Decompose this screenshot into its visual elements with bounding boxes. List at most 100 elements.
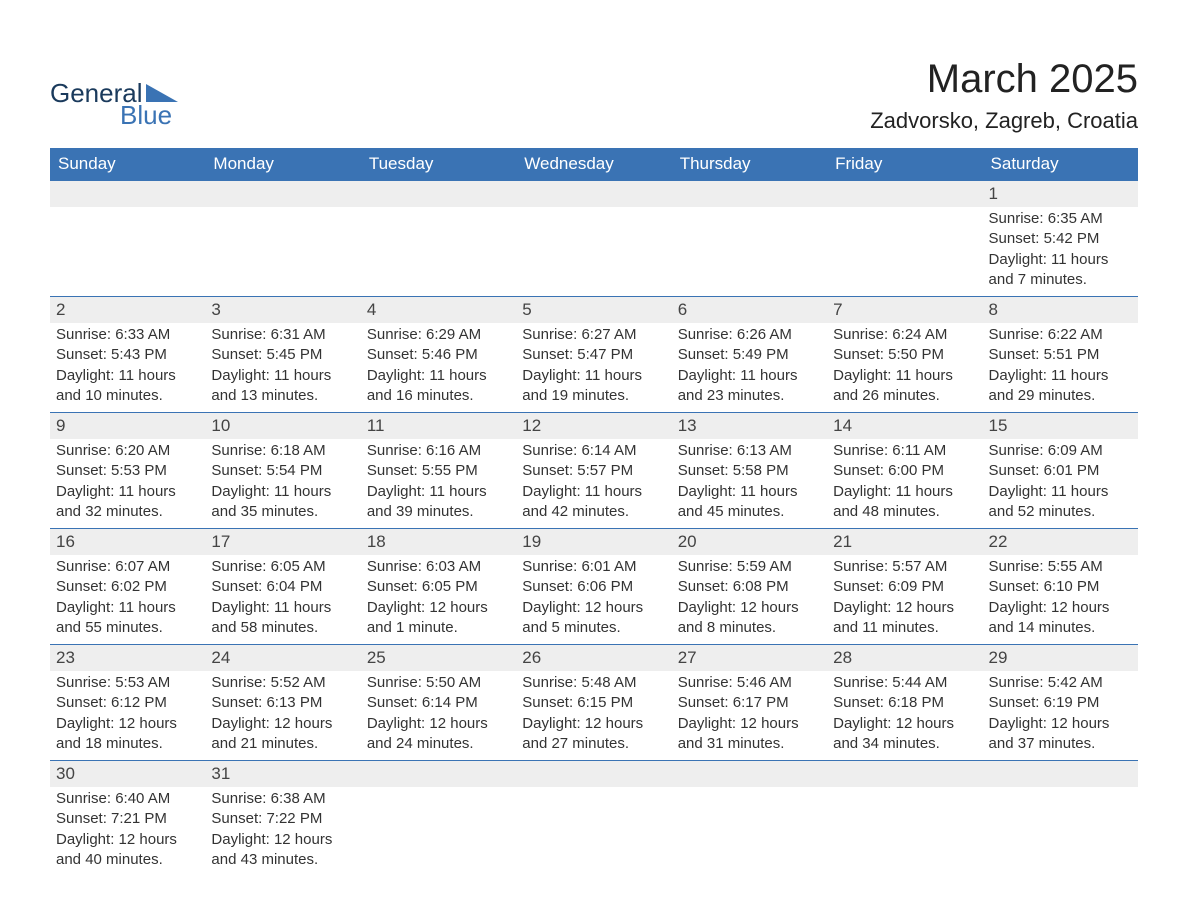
calendar-table: SundayMondayTuesdayWednesdayThursdayFrid… <box>50 148 1138 876</box>
sunset-text: Sunset: 6:09 PM <box>833 577 976 597</box>
page-header: General Blue March 2025 Zadvorsko, Zagre… <box>50 50 1138 134</box>
daylight-text: Daylight: 11 hours and 55 minutes. <box>56 598 199 639</box>
sunrise-text: Sunrise: 5:55 AM <box>989 557 1132 577</box>
weekday-friday: Friday <box>827 148 982 181</box>
empty-daynum <box>361 181 516 208</box>
sunset-text: Sunset: 6:00 PM <box>833 461 976 481</box>
weekday-saturday: Saturday <box>983 148 1138 181</box>
daynum-row: 3031 <box>50 761 1138 788</box>
day-number: 2 <box>50 297 205 324</box>
daylight-text: Daylight: 11 hours and 26 minutes. <box>833 366 976 407</box>
sunrise-text: Sunrise: 6:14 AM <box>522 441 665 461</box>
brand-logo: General Blue <box>50 80 200 134</box>
sunset-text: Sunset: 6:14 PM <box>367 693 510 713</box>
sunset-text: Sunset: 5:55 PM <box>367 461 510 481</box>
weekday-wednesday: Wednesday <box>516 148 671 181</box>
sunrise-text: Sunrise: 6:35 AM <box>989 209 1132 229</box>
sunset-text: Sunset: 6:15 PM <box>522 693 665 713</box>
empty-daynum <box>827 761 982 788</box>
daylight-text: Daylight: 11 hours and 52 minutes. <box>989 482 1132 523</box>
day-detail: Sunrise: 5:53 AMSunset: 6:12 PMDaylight:… <box>50 671 205 761</box>
day-detail: Sunrise: 5:46 AMSunset: 6:17 PMDaylight:… <box>672 671 827 761</box>
daylight-text: Daylight: 12 hours and 21 minutes. <box>211 714 354 755</box>
day-detail: Sunrise: 6:03 AMSunset: 6:05 PMDaylight:… <box>361 555 516 645</box>
sunset-text: Sunset: 5:42 PM <box>989 229 1132 249</box>
sunrise-text: Sunrise: 6:27 AM <box>522 325 665 345</box>
sunset-text: Sunset: 6:10 PM <box>989 577 1132 597</box>
sunrise-text: Sunrise: 6:40 AM <box>56 789 199 809</box>
day-number: 26 <box>516 645 671 672</box>
day-detail: Sunrise: 5:59 AMSunset: 6:08 PMDaylight:… <box>672 555 827 645</box>
day-detail: Sunrise: 5:50 AMSunset: 6:14 PMDaylight:… <box>361 671 516 761</box>
sunset-text: Sunset: 6:19 PM <box>989 693 1132 713</box>
daylight-text: Daylight: 11 hours and 39 minutes. <box>367 482 510 523</box>
daynum-row: 1 <box>50 181 1138 208</box>
daylight-text: Daylight: 11 hours and 29 minutes. <box>989 366 1132 407</box>
day-detail: Sunrise: 6:11 AMSunset: 6:00 PMDaylight:… <box>827 439 982 529</box>
empty-daynum <box>361 761 516 788</box>
day-number: 30 <box>50 761 205 788</box>
daylight-text: Daylight: 12 hours and 27 minutes. <box>522 714 665 755</box>
daynum-row: 16171819202122 <box>50 529 1138 556</box>
sunrise-text: Sunrise: 6:18 AM <box>211 441 354 461</box>
day-detail: Sunrise: 6:07 AMSunset: 6:02 PMDaylight:… <box>50 555 205 645</box>
day-detail: Sunrise: 5:48 AMSunset: 6:15 PMDaylight:… <box>516 671 671 761</box>
day-number: 7 <box>827 297 982 324</box>
daylight-text: Daylight: 12 hours and 1 minute. <box>367 598 510 639</box>
daylight-text: Daylight: 12 hours and 31 minutes. <box>678 714 821 755</box>
daylight-text: Daylight: 12 hours and 37 minutes. <box>989 714 1132 755</box>
daylight-text: Daylight: 11 hours and 7 minutes. <box>989 250 1132 291</box>
day-detail: Sunrise: 5:44 AMSunset: 6:18 PMDaylight:… <box>827 671 982 761</box>
daylight-text: Daylight: 11 hours and 45 minutes. <box>678 482 821 523</box>
empty-daynum <box>516 181 671 208</box>
daylight-text: Daylight: 11 hours and 10 minutes. <box>56 366 199 407</box>
daylight-text: Daylight: 11 hours and 58 minutes. <box>211 598 354 639</box>
sunset-text: Sunset: 5:49 PM <box>678 345 821 365</box>
sunrise-text: Sunrise: 5:50 AM <box>367 673 510 693</box>
daylight-text: Daylight: 12 hours and 34 minutes. <box>833 714 976 755</box>
day-detail: Sunrise: 6:27 AMSunset: 5:47 PMDaylight:… <box>516 323 671 413</box>
sunrise-text: Sunrise: 6:11 AM <box>833 441 976 461</box>
day-number: 22 <box>983 529 1138 556</box>
sunset-text: Sunset: 5:45 PM <box>211 345 354 365</box>
brand-word2: Blue <box>120 100 172 130</box>
daylight-text: Daylight: 11 hours and 48 minutes. <box>833 482 976 523</box>
sunrise-text: Sunrise: 5:52 AM <box>211 673 354 693</box>
empty-daynum <box>672 761 827 788</box>
day-number: 11 <box>361 413 516 440</box>
sunrise-text: Sunrise: 6:26 AM <box>678 325 821 345</box>
day-detail: Sunrise: 6:35 AMSunset: 5:42 PMDaylight:… <box>983 207 1138 297</box>
sunrise-text: Sunrise: 6:33 AM <box>56 325 199 345</box>
sunset-text: Sunset: 5:47 PM <box>522 345 665 365</box>
weekday-thursday: Thursday <box>672 148 827 181</box>
day-number: 17 <box>205 529 360 556</box>
day-number: 5 <box>516 297 671 324</box>
sunrise-text: Sunrise: 6:22 AM <box>989 325 1132 345</box>
empty-detail <box>827 787 982 876</box>
sunrise-text: Sunrise: 5:48 AM <box>522 673 665 693</box>
sunset-text: Sunset: 6:05 PM <box>367 577 510 597</box>
sunset-text: Sunset: 5:51 PM <box>989 345 1132 365</box>
day-detail: Sunrise: 6:24 AMSunset: 5:50 PMDaylight:… <box>827 323 982 413</box>
daylight-text: Daylight: 12 hours and 11 minutes. <box>833 598 976 639</box>
daylight-text: Daylight: 11 hours and 32 minutes. <box>56 482 199 523</box>
day-detail: Sunrise: 6:13 AMSunset: 5:58 PMDaylight:… <box>672 439 827 529</box>
weekday-monday: Monday <box>205 148 360 181</box>
detail-row: Sunrise: 6:35 AMSunset: 5:42 PMDaylight:… <box>50 207 1138 297</box>
sunrise-text: Sunrise: 6:03 AM <box>367 557 510 577</box>
sunrise-text: Sunrise: 5:57 AM <box>833 557 976 577</box>
daylight-text: Daylight: 12 hours and 14 minutes. <box>989 598 1132 639</box>
sunset-text: Sunset: 6:04 PM <box>211 577 354 597</box>
sunset-text: Sunset: 5:57 PM <box>522 461 665 481</box>
daylight-text: Daylight: 11 hours and 13 minutes. <box>211 366 354 407</box>
detail-row: Sunrise: 6:40 AMSunset: 7:21 PMDaylight:… <box>50 787 1138 876</box>
detail-row: Sunrise: 6:33 AMSunset: 5:43 PMDaylight:… <box>50 323 1138 413</box>
day-number: 20 <box>672 529 827 556</box>
sunrise-text: Sunrise: 6:20 AM <box>56 441 199 461</box>
empty-detail <box>983 787 1138 876</box>
day-number: 25 <box>361 645 516 672</box>
sunrise-text: Sunrise: 6:01 AM <box>522 557 665 577</box>
day-number: 29 <box>983 645 1138 672</box>
day-detail: Sunrise: 6:05 AMSunset: 6:04 PMDaylight:… <box>205 555 360 645</box>
sunset-text: Sunset: 5:58 PM <box>678 461 821 481</box>
